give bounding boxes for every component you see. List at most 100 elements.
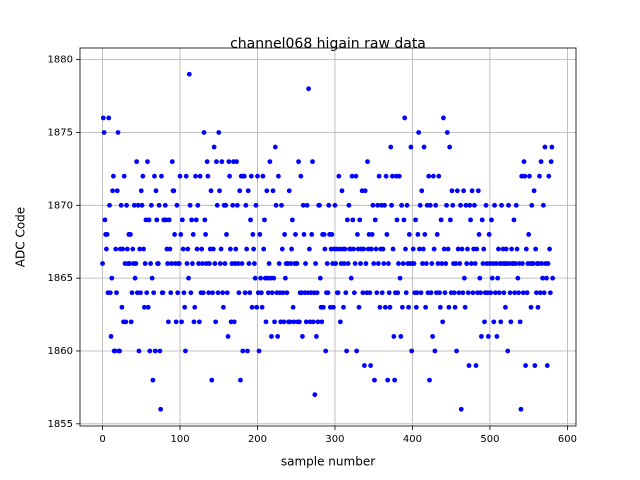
point — [107, 290, 113, 296]
point — [114, 290, 119, 296]
point — [362, 188, 368, 194]
point — [337, 319, 343, 325]
point — [520, 261, 525, 266]
y-tick-label: 1855 — [48, 419, 73, 430]
point — [522, 173, 528, 179]
point — [534, 290, 539, 296]
point — [234, 159, 239, 165]
point — [538, 159, 544, 165]
point — [180, 246, 186, 252]
point — [200, 290, 206, 296]
point — [341, 304, 346, 310]
point — [173, 319, 179, 325]
point — [217, 188, 222, 194]
point — [458, 406, 464, 412]
point — [360, 290, 366, 296]
point — [437, 290, 442, 296]
point — [201, 130, 207, 135]
point — [199, 246, 205, 252]
point — [408, 144, 414, 150]
x-axis-label: sample number — [281, 455, 375, 469]
point — [250, 232, 256, 237]
point — [535, 304, 541, 310]
point — [222, 261, 228, 266]
point — [406, 232, 412, 237]
point — [131, 202, 137, 208]
point — [372, 377, 377, 383]
point — [414, 290, 420, 296]
point — [304, 202, 310, 208]
point — [415, 232, 421, 237]
point — [145, 159, 150, 165]
point — [335, 290, 341, 296]
x-tick-label: 200 — [248, 434, 267, 445]
point — [169, 159, 175, 165]
point — [345, 261, 351, 266]
point — [179, 217, 185, 223]
point — [197, 173, 203, 179]
point — [203, 232, 208, 237]
point — [208, 188, 214, 194]
point — [494, 334, 500, 339]
point — [261, 246, 267, 252]
point — [248, 173, 254, 179]
point — [358, 261, 363, 266]
point — [426, 173, 432, 179]
point — [402, 115, 408, 121]
point — [129, 290, 135, 296]
point — [442, 290, 448, 296]
point — [218, 246, 224, 252]
point — [339, 188, 345, 194]
point — [346, 202, 352, 208]
point — [429, 261, 435, 266]
point — [194, 246, 200, 252]
point — [190, 261, 195, 266]
point — [217, 261, 223, 266]
point — [472, 261, 478, 266]
point — [448, 217, 453, 223]
point — [177, 173, 183, 179]
point — [431, 246, 437, 252]
point — [227, 173, 233, 179]
x-tick-label: 0 — [99, 434, 105, 445]
point — [110, 188, 116, 194]
point — [348, 275, 354, 281]
point — [184, 261, 190, 266]
point — [132, 275, 138, 281]
point — [256, 348, 262, 354]
point — [454, 188, 460, 194]
point — [350, 217, 356, 223]
y-tick-label: 1880 — [48, 55, 73, 66]
point — [286, 188, 292, 194]
point — [451, 290, 457, 296]
point — [464, 261, 470, 266]
point — [492, 290, 498, 296]
point — [531, 188, 537, 194]
point — [183, 348, 188, 354]
point — [179, 319, 184, 325]
point — [243, 202, 249, 208]
point — [193, 173, 198, 179]
point — [436, 173, 442, 179]
point — [403, 290, 409, 296]
point — [513, 261, 518, 266]
point — [145, 304, 151, 310]
point — [444, 130, 450, 135]
point — [460, 290, 466, 296]
point — [410, 246, 416, 252]
point — [528, 304, 534, 310]
point — [422, 232, 428, 237]
point — [521, 159, 527, 165]
point — [147, 348, 153, 354]
point — [329, 232, 335, 237]
point — [137, 246, 143, 252]
point — [427, 202, 433, 208]
point — [518, 406, 524, 412]
point — [375, 261, 381, 266]
point — [148, 261, 153, 266]
point — [389, 173, 395, 179]
point — [447, 144, 453, 150]
point — [372, 217, 378, 223]
point — [501, 290, 507, 296]
point — [423, 304, 429, 310]
